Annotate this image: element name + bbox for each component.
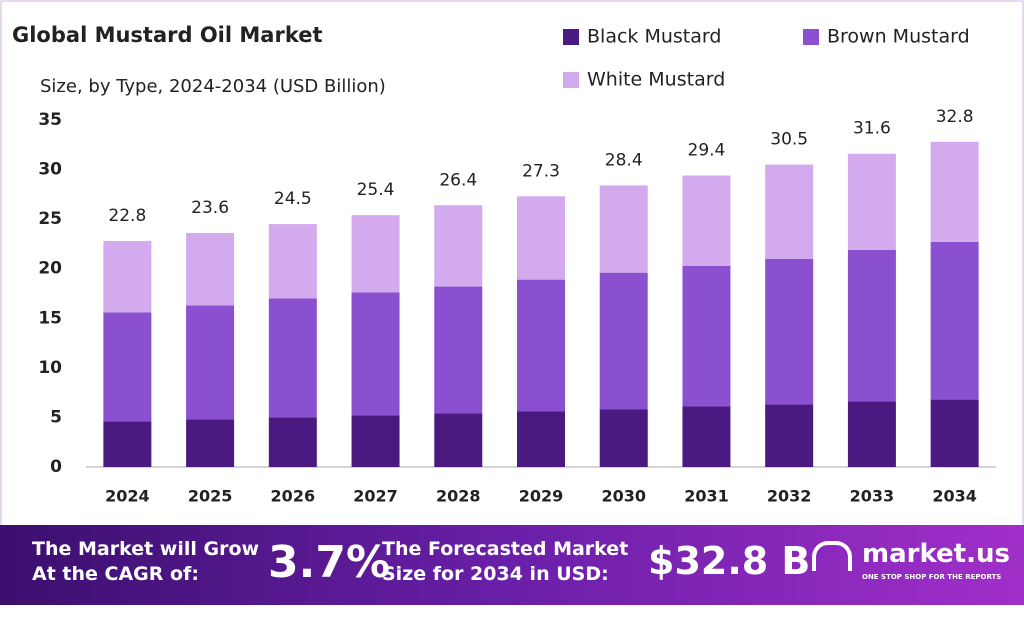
bar-segment (930, 399, 979, 467)
x-tick-label: 2030 (601, 487, 646, 506)
bar-segment (351, 292, 400, 416)
y-tick-label: 25 (38, 209, 62, 229)
bar-segment (682, 265, 731, 407)
chart-title: Global Mustard Oil Market (12, 23, 323, 47)
forecast-text: The Forecasted Market Size for 2034 in U… (382, 538, 629, 585)
cagr-value: 3.7% (268, 537, 391, 588)
total-label: 24.5 (274, 189, 312, 209)
bar-segment (434, 286, 483, 414)
x-tick-label: 2028 (436, 487, 481, 506)
bar-segment (847, 401, 896, 467)
bar-segment (517, 279, 565, 412)
bar-segment (186, 305, 235, 420)
chart: Global Mustard Oil Market Size, by Type,… (0, 0, 1024, 525)
bar-segment (847, 153, 896, 250)
x-tick-label: 2031 (684, 487, 729, 506)
total-label: 26.4 (439, 170, 477, 190)
bar-segment (930, 141, 979, 242)
total-label: 30.5 (770, 130, 808, 150)
x-tick-label: 2026 (271, 487, 316, 506)
bar-segment (682, 175, 731, 266)
bar-segment (599, 409, 648, 467)
total-label: 31.6 (853, 119, 891, 139)
bar-segment (268, 224, 317, 299)
bar-segment (351, 215, 400, 293)
frame (0, 0, 1024, 525)
y-tick-label: 5 (50, 407, 62, 427)
legend-swatch (563, 72, 579, 88)
total-label: 32.8 (936, 107, 974, 127)
y-tick-label: 35 (38, 110, 62, 130)
bar-segment (103, 240, 152, 313)
bar-segment (186, 419, 235, 467)
x-tick-label: 2027 (353, 487, 398, 506)
bar-segment (434, 205, 483, 287)
bar-segment (847, 249, 896, 402)
bar-segment (682, 406, 731, 467)
banner: The Market will Grow At the CAGR of: 3.7… (0, 525, 1024, 605)
x-tick-label: 2025 (188, 487, 233, 506)
bar-segment (765, 258, 814, 405)
bar-segment (517, 411, 565, 467)
chart-subtitle: Size, by Type, 2024-2034 (USD Billion) (40, 76, 386, 97)
bar-segment (434, 413, 483, 467)
y-tick-label: 30 (38, 160, 62, 180)
bar-segment (268, 298, 317, 418)
brand: market.us (862, 539, 1010, 569)
tagline: ONE STOP SHOP FOR THE REPORTS (862, 573, 1002, 581)
bar-segment (351, 415, 400, 467)
y-tick-label: 20 (38, 259, 62, 279)
x-tick-label: 2034 (932, 487, 977, 506)
brand-logo (812, 541, 852, 571)
legend-label: Brown Mustard (827, 26, 970, 48)
total-label: 29.4 (688, 141, 726, 161)
total-label: 27.3 (522, 161, 560, 181)
bar-segment (103, 312, 152, 422)
bar-segment (103, 421, 152, 467)
bar-segment (765, 164, 814, 259)
legend-label: White Mustard (587, 69, 725, 91)
bar-segment (517, 196, 565, 280)
x-tick-label: 2032 (767, 487, 812, 506)
bar-segment (599, 272, 648, 410)
legend-swatch (563, 29, 579, 45)
legend-label: Black Mustard (587, 26, 721, 48)
bar-segment (930, 241, 979, 400)
total-label: 22.8 (108, 206, 146, 226)
legend-swatch (803, 29, 819, 45)
bar-segment (268, 417, 317, 467)
bar-segment (599, 185, 648, 273)
total-label: 28.4 (605, 150, 643, 170)
x-tick-label: 2033 (850, 487, 895, 506)
cagr-text: The Market will Grow At the CAGR of: (32, 538, 260, 585)
total-label: 23.6 (191, 198, 229, 218)
bar-segment (765, 404, 814, 467)
forecast-value: $32.8 B (648, 539, 811, 583)
x-tick-label: 2029 (519, 487, 564, 506)
x-tick-label: 2024 (105, 487, 150, 506)
y-tick-label: 0 (50, 457, 62, 477)
y-tick-label: 10 (38, 358, 62, 378)
y-tick-label: 15 (38, 308, 62, 328)
bar-segment (186, 233, 235, 306)
total-label: 25.4 (357, 180, 395, 200)
